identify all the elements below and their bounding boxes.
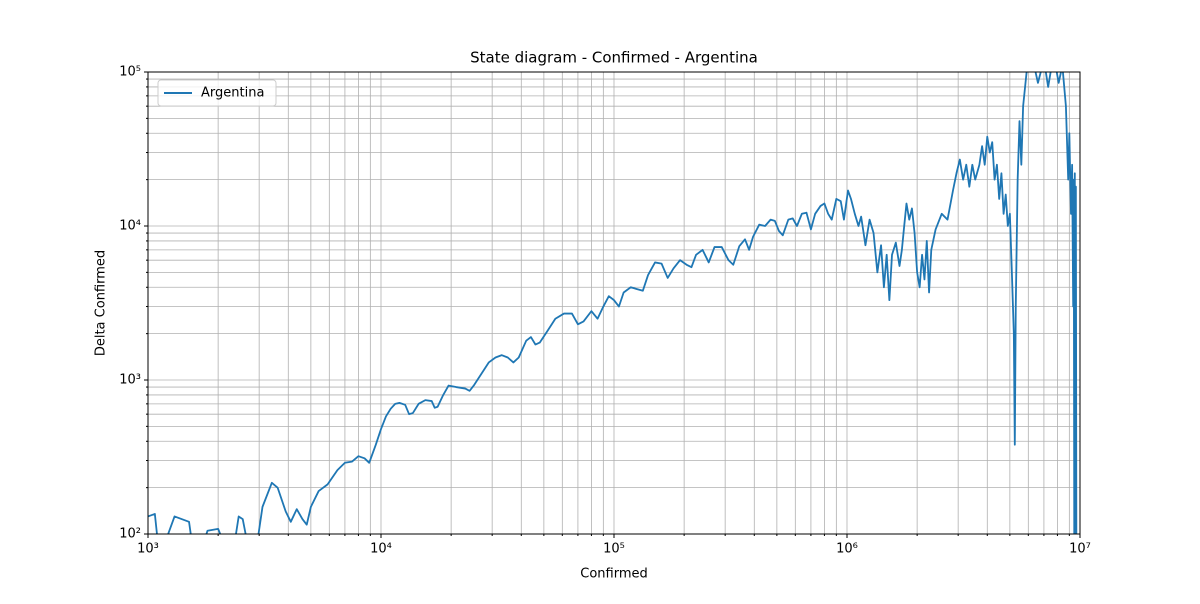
x-tick-label: 10⁶ xyxy=(836,542,858,557)
y-tick-label: 10³ xyxy=(119,373,141,388)
x-tick-label: 10³ xyxy=(137,542,159,557)
plot-area xyxy=(148,72,1078,534)
x-tick-label: 10⁴ xyxy=(370,542,392,557)
x-tick-label: 10⁵ xyxy=(603,542,625,557)
x-axis-label: Confirmed xyxy=(580,567,648,582)
y-tick-label: 10² xyxy=(119,527,141,542)
chart-title: State diagram - Confirmed - Argentina xyxy=(470,49,758,67)
legend-box xyxy=(157,79,277,107)
legend-label: Argentina xyxy=(201,86,264,101)
y-tick-label: 10⁴ xyxy=(119,219,141,234)
y-axis-label: Delta Confirmed xyxy=(94,250,109,356)
y-tick-label: 10⁵ xyxy=(119,65,141,80)
data-line xyxy=(148,72,1078,534)
x-tick-label: 10⁷ xyxy=(1069,542,1091,557)
legend: Argentina xyxy=(157,79,277,107)
